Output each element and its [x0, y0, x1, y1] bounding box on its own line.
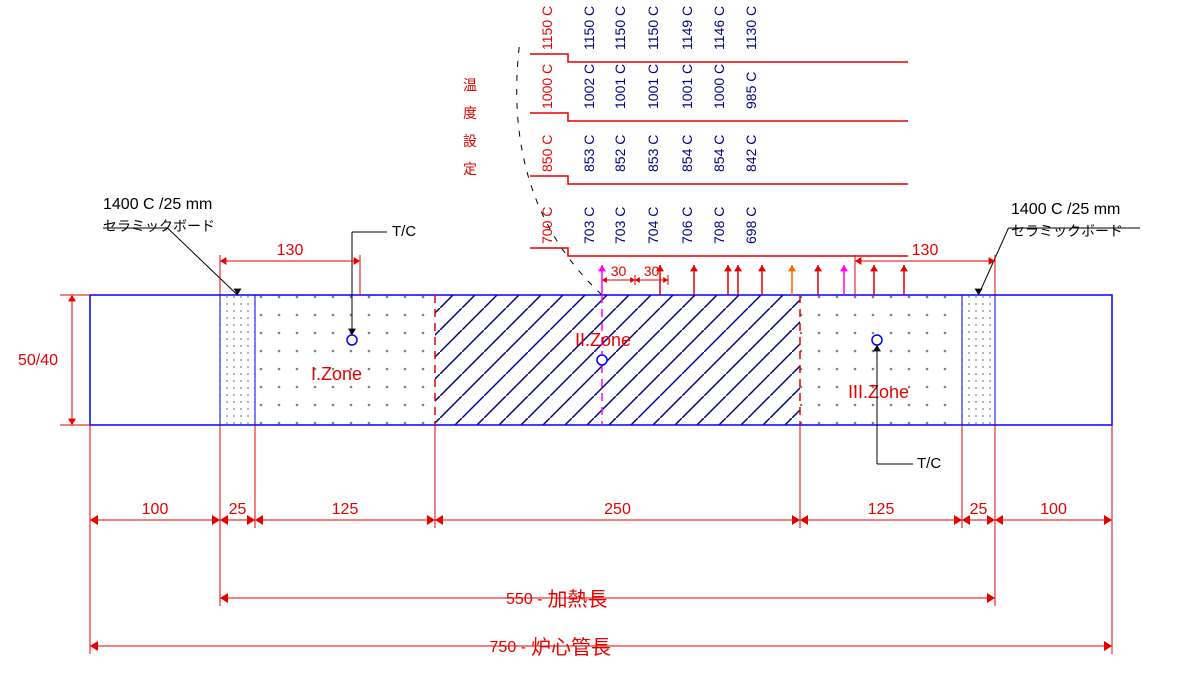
svg-text:1000 C: 1000 C	[539, 64, 555, 109]
svg-text:温: 温	[463, 77, 477, 93]
svg-text:セラミックボード: セラミックボード	[103, 218, 215, 234]
svg-text:854 C: 854 C	[679, 135, 695, 172]
tube-length-label: 炉心管長	[531, 636, 611, 659]
svg-text:703 C: 703 C	[612, 207, 628, 244]
svg-text:703 C: 703 C	[581, 207, 597, 244]
zone3-label: III.Zone	[848, 382, 909, 402]
svg-text:設: 設	[463, 133, 477, 149]
svg-text:750 -: 750 -	[490, 639, 526, 656]
svg-text:1000 C: 1000 C	[711, 64, 727, 109]
svg-text:100: 100	[1040, 501, 1067, 518]
svg-text:1130 C: 1130 C	[743, 6, 759, 50]
svg-text:985 C: 985 C	[743, 72, 759, 109]
svg-text:704 C: 704 C	[645, 207, 661, 244]
svg-text:853 C: 853 C	[581, 135, 597, 172]
svg-text:700 C: 700 C	[539, 207, 555, 244]
height-dim: 50/40	[18, 352, 58, 369]
svg-text:1001 C: 1001 C	[612, 64, 628, 109]
svg-text:定: 定	[463, 161, 477, 177]
svg-text:1002 C: 1002 C	[581, 64, 597, 109]
svg-text:852 C: 852 C	[612, 135, 628, 172]
svg-text:1146 C: 1146 C	[711, 6, 727, 50]
svg-text:1001 C: 1001 C	[679, 64, 695, 109]
svg-text:1150 C: 1150 C	[581, 6, 597, 50]
svg-text:706 C: 706 C	[679, 207, 695, 244]
furnace-diagram: I.Zone II.Zone III.Zone T/C T/C 1400 C /25 mm…	[0, 0, 1196, 674]
zone2-label: II.Zone	[575, 330, 631, 350]
svg-text:708 C: 708 C	[711, 207, 727, 244]
svg-text:25: 25	[229, 501, 247, 518]
svg-text:1150 C: 1150 C	[645, 6, 661, 50]
svg-text:125: 125	[332, 501, 359, 518]
svg-text:1400 C /25 mm: 1400 C /25 mm	[103, 196, 212, 213]
svg-text:125: 125	[868, 501, 895, 518]
svg-text:度: 度	[463, 105, 477, 121]
svg-text:1150 C: 1150 C	[612, 6, 628, 50]
svg-text:1149 C: 1149 C	[679, 6, 695, 50]
tc-label-left: T/C	[392, 223, 416, 240]
zone1-label: I.Zone	[311, 364, 362, 384]
svg-text:100: 100	[142, 501, 169, 518]
svg-text:850 C: 850 C	[539, 135, 555, 172]
svg-text:854 C: 854 C	[711, 135, 727, 172]
svg-text:130: 130	[912, 242, 939, 259]
svg-text:130: 130	[277, 242, 304, 259]
svg-text:1001 C: 1001 C	[645, 64, 661, 109]
svg-text:30: 30	[611, 263, 627, 279]
svg-text:853 C: 853 C	[645, 135, 661, 172]
furnace-body: I.Zone II.Zone III.Zone T/C T/C 1400 C /25 mm…	[18, 196, 1140, 472]
dimensions: 100 25 125 250 125 25 100 550 - 加熱長 750 - 炉心管長	[90, 425, 1112, 659]
tc-label-right: T/C	[917, 455, 941, 472]
svg-text:セラミックボード: セラミックボード	[1011, 223, 1123, 239]
heating-length-label: 加熱長	[548, 588, 608, 611]
svg-text:698 C: 698 C	[743, 207, 759, 244]
svg-text:1400 C /25 mm: 1400 C /25 mm	[1011, 201, 1120, 218]
temperature-table: 温度設定 1150 C 1150 C 1150 C 1150 C 1149 C 1146 C…	[463, 6, 908, 295]
svg-text:1150 C: 1150 C	[539, 6, 555, 50]
svg-text:25: 25	[970, 501, 988, 518]
svg-text:842 C: 842 C	[743, 135, 759, 172]
svg-text:250: 250	[604, 501, 631, 518]
svg-text:550 -: 550 -	[506, 591, 542, 608]
